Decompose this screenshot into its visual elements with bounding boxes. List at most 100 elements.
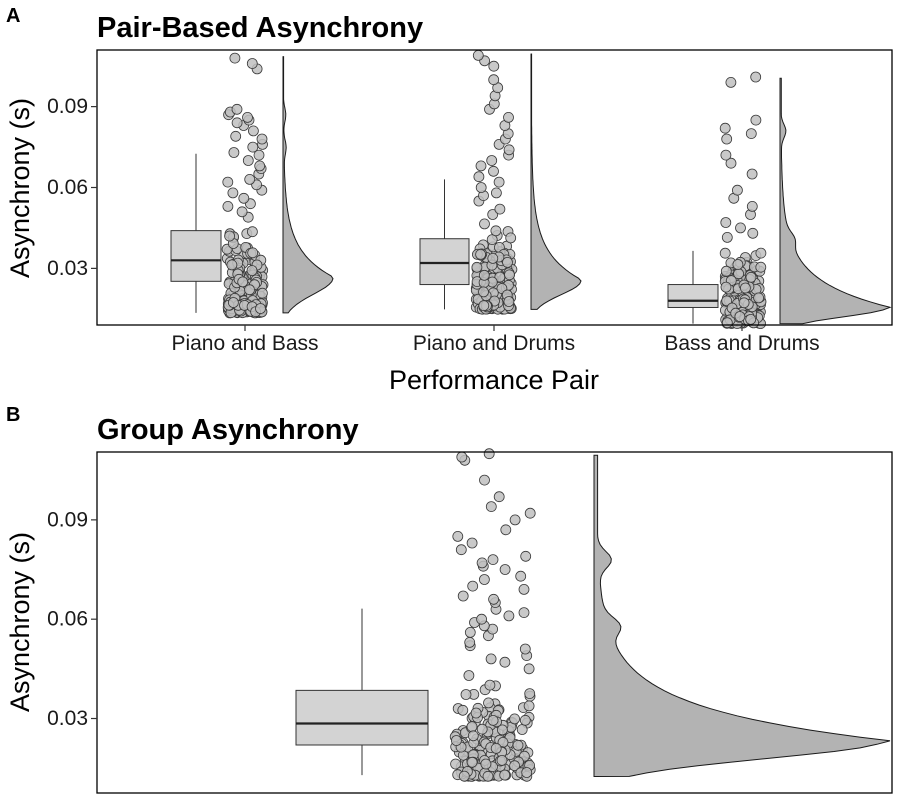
panel-a-data-point [486,155,498,166]
panel-a-data-point [256,287,268,299]
panel-a-box-3-iqr [667,284,719,308]
panel-b-data-point [488,593,500,605]
panel-a-y-tick-label: 0.09 [47,95,88,118]
panel-a-letter: A [6,5,20,27]
panel-a: A Pair-Based Asynchrony 0.03 0.06 0.09 P… [5,5,893,395]
panel-b-data-point [450,758,462,770]
panel-a-x-tick-label: Piano and Drums [413,332,575,355]
panel-a-x-tick-label: Piano and Bass [171,332,318,355]
panel-a-data-point [473,171,485,183]
panel-a-data-point [226,259,238,271]
panel-b-data-point [520,550,532,562]
panel-a-data-point [721,231,733,243]
panel-a-data-point [478,269,490,281]
panel-a-data-point [721,295,733,307]
panel-b-data-point [484,679,496,691]
panel-b-plot-frame [96,451,893,794]
panel-a-data-point [745,271,757,283]
panel-b-data-point [485,501,497,513]
panel-b-data-point [470,707,482,719]
panel-a-data-point [244,284,255,296]
panel-b-data-point [516,724,528,735]
panel-b-data-point [524,688,536,699]
panel-a-data-point [478,286,489,298]
panel-b-y-tick-label: 0.03 [47,707,88,730]
panel-a-data-point [720,217,732,228]
panel-b-density-1 [593,454,891,777]
panel-a-title: Pair-Based Asynchrony [97,12,423,44]
panel-a-data-point [237,276,249,288]
panel-a-data-point [747,227,759,239]
panel-b-data-point [457,590,469,602]
panel-b-data-point [499,769,511,781]
panel-a-data-point [227,297,239,308]
panel-b-title: Group Asynchrony [97,414,359,446]
panel-b-data-point [466,537,478,549]
panel-b-boxes [295,608,429,776]
panel-a-data-point [503,144,515,156]
panel-a-data-point [745,128,757,140]
panel-a-box-1-iqr [170,230,222,282]
panel-a-data-point [745,313,757,325]
panel-b-data-point [483,697,494,709]
panel-a-box-2-iqr [419,238,470,286]
panel-b-data-point [490,743,502,754]
panel-a-data-point [750,114,762,126]
panel-b-data-point [487,715,499,726]
panel-a-data-point [732,184,743,196]
panel-b-data-point [479,474,490,486]
panel-a-data-point [488,74,500,86]
panel-a-points [221,50,767,330]
panel-a-data-point [478,300,490,312]
panel-b-data-point [455,544,467,556]
panel-b: B Group Asynchrony 0.03 0.06 0.09 Asynch… [5,404,893,794]
panel-a-data-point [242,155,254,166]
panel-b-data-point [467,580,479,592]
panel-b-data-point [518,607,530,618]
panel-a-data-point [753,292,764,304]
panel-b-data-point [524,507,536,519]
panel-a-data-point [490,225,502,237]
panel-b-data-point [467,730,479,742]
panel-a-data-point [475,248,487,260]
panel-a-data-point [256,133,268,145]
panel-a-y-tick-label: 0.06 [47,176,88,199]
panel-b-data-point [476,613,488,625]
panel-a-data-point [490,187,502,199]
panel-b-y-tick-label: 0.09 [47,508,88,531]
panel-a-data-point [755,247,767,259]
panel-a-data-point [246,265,258,276]
panel-b-data-point [509,713,520,725]
panel-a-density-3 [779,77,892,325]
panel-a-data-point [488,60,500,72]
panel-a-data-point [732,259,744,270]
panel-b-data-point [523,700,535,712]
panel-a-data-point [493,176,505,188]
panel-a-data-point [735,222,746,234]
panel-a-data-point [488,165,499,177]
panel-a-data-point [750,71,762,83]
panel-b-data-point [493,491,505,503]
panel-a-data-point [487,209,499,220]
panel-b-data-point [457,704,469,716]
panel-a-data-point [746,168,758,180]
panel-b-letter: B [6,404,20,426]
panel-b-data-point [515,570,527,582]
panel-b-data-point [487,554,499,565]
panel-a-data-point [721,133,733,145]
panel-a-data-point [504,269,515,281]
panel-b-clouds [593,454,891,777]
panel-b-box-1-iqr [295,689,429,746]
panel-a-clouds [282,53,892,325]
panel-b-data-point [521,767,533,778]
panel-a-data-point [720,265,732,277]
panel-b-data-point [518,584,530,595]
panel-a-data-point [227,187,239,199]
panel-b-points [449,448,536,782]
panel-a-data-point [228,147,240,158]
panel-a-boxes [170,153,719,324]
panel-a-data-point [246,226,258,238]
panel-b-data-point [476,723,488,735]
panel-a-data-point [471,261,483,273]
